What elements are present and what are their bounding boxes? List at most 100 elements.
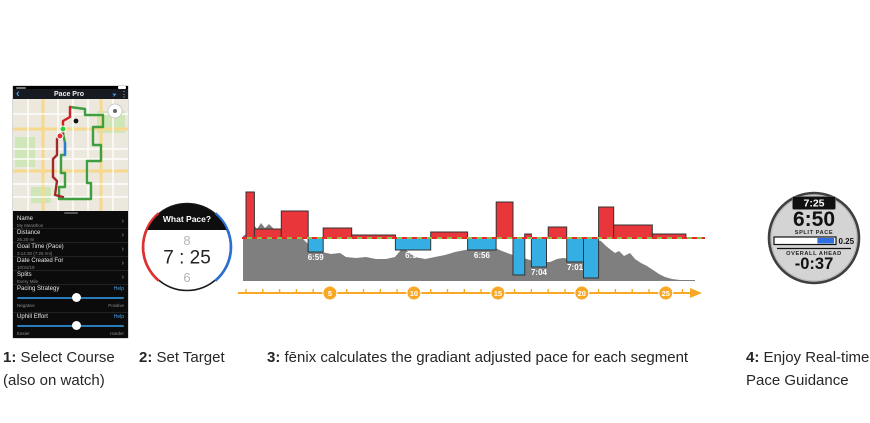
map-pin-marker — [56, 132, 64, 140]
blue-ring-arc — [214, 212, 233, 282]
step-number: 3: — [267, 349, 281, 366]
slider-max-label: Harder — [110, 331, 124, 336]
slider-label: Uphill Effort — [17, 314, 48, 320]
uphill-effort-slider-row: Uphill Effort Help Easier Harder — [13, 313, 128, 338]
caption-step4: 4: Enjoy Real-time Pace Guidance — [746, 349, 870, 389]
faster-pace-segment — [394, 237, 432, 251]
mile-marker-label: 20 — [578, 289, 586, 298]
back-chevron-icon[interactable]: ‹ — [16, 88, 20, 100]
target-pace-watch: What Pace? 8 7 : 25 6 — [141, 202, 233, 292]
segment-pace-label: 6:56 — [474, 251, 491, 260]
slider-thumb[interactable] — [71, 321, 81, 330]
slider-min-label: Negative — [17, 303, 35, 308]
split-distance-value: 0.25 — [839, 237, 855, 246]
uphill-effort-slider[interactable] — [17, 321, 124, 330]
map-start-marker — [59, 125, 67, 133]
slower-pace-segment — [280, 210, 309, 239]
overflow-menu-icon[interactable]: ⋮ — [120, 89, 128, 99]
target-pace-box — [792, 196, 836, 210]
mile-marker-label: 15 — [494, 289, 502, 298]
slider-label: Pacing Strategy — [17, 286, 60, 292]
pace-guidance-watch: 7:25 6:50 SPLIT PACE 0.25 OVERALL AHEAD … — [767, 191, 861, 285]
elevation-profile — [243, 223, 695, 281]
step-number: 2: — [139, 349, 153, 366]
overall-ahead-value: -0:37 — [795, 255, 834, 273]
signal-icon — [16, 86, 26, 89]
step-number: 4: — [746, 349, 760, 366]
mile-marker-circle — [322, 285, 338, 301]
drag-handle[interactable] — [63, 212, 78, 214]
slider-thumb[interactable] — [71, 293, 81, 302]
overall-ahead-label: OVERALL AHEAD — [786, 251, 842, 257]
pace-elevation-chart: 6:59 6:56 6:56 7:04 7:01 5 10 15 20 25 — [238, 178, 718, 313]
slider-min-label: Easier — [17, 331, 30, 336]
slider-max-label: Positive — [108, 303, 124, 308]
split-progress-bar — [773, 236, 837, 246]
slower-pace-segment — [245, 191, 255, 239]
picker-value-below: 6 — [183, 270, 190, 285]
mile-marker-circle — [490, 285, 506, 301]
chevron-right-icon: › — [121, 274, 124, 281]
mile-marker-circle — [574, 285, 590, 301]
battery-icon — [118, 86, 126, 89]
list-item-goal-time[interactable]: Goal Time (Pace) 3:14:30 (7:25 /mi) › — [13, 243, 128, 257]
picker-value-above: 8 — [183, 233, 190, 248]
target-pace-value: 7:25 — [803, 198, 824, 210]
help-link[interactable]: Help — [113, 286, 124, 292]
list-item-distance[interactable]: Distance 26.20 mi › — [13, 229, 128, 243]
page-title: Pace Pro — [54, 90, 84, 98]
segment-pace-label: 6:59 — [308, 253, 325, 262]
picker-value-selected[interactable]: 7 : 25 — [163, 248, 211, 269]
pacepro-settings-list: Name My Marathon › Distance 26.20 mi › G… — [13, 211, 128, 338]
faster-pace-segment — [467, 237, 497, 251]
red-ring-arc — [141, 212, 160, 282]
row-label: Goal Time (Pace) — [17, 243, 64, 250]
current-pace-value: 6:50 — [793, 208, 835, 231]
course-map[interactable] — [13, 99, 128, 211]
chevron-right-icon: › — [121, 246, 124, 253]
row-label: Splits — [17, 271, 32, 278]
chevron-right-icon: › — [121, 260, 124, 267]
row-label: Name — [17, 215, 34, 222]
slower-pace-segment — [253, 228, 282, 239]
faster-pace-segment — [583, 237, 600, 279]
faster-pace-segment — [307, 237, 324, 253]
split-progress-fill — [817, 238, 835, 244]
mile-marker-label: 5 — [328, 289, 332, 298]
map-canvas — [13, 99, 128, 211]
caption-step2: 2: Set Target — [139, 349, 225, 366]
axis-arrowhead — [690, 288, 702, 298]
faster-pace-segment — [512, 237, 526, 276]
chevron-right-icon: › — [121, 232, 124, 239]
pacing-strategy-slider[interactable] — [17, 293, 124, 302]
slower-pace-segment — [598, 206, 615, 239]
caption-step1: 1: Select Course (also on watch) — [3, 349, 115, 389]
list-item-name[interactable]: Name My Marathon › — [13, 215, 128, 229]
row-label: Distance — [17, 229, 41, 236]
segment-pace-label: 6:56 — [405, 251, 422, 260]
split-pace-label: SPLIT PACE — [795, 230, 834, 236]
help-link[interactable]: Help — [113, 314, 124, 320]
slower-pace-segment — [495, 201, 514, 239]
slower-pace-segment — [322, 227, 353, 239]
phone-nav-bar: ‹ Pace Pro ➤ ⋮ — [13, 88, 128, 100]
mile-marker-label: 10 — [410, 289, 418, 298]
row-value: Every Mile — [17, 278, 39, 284]
mile-marker-label: 25 — [662, 289, 670, 298]
watch-prompt: What Pace? — [163, 214, 211, 224]
segment-pace-label: 7:04 — [531, 268, 548, 277]
mile-marker-circle — [406, 285, 422, 301]
step-number: 1: — [3, 349, 17, 366]
list-item-date-created[interactable]: Date Created For 10/31/19 › — [13, 257, 128, 271]
row-label: Date Created For — [17, 257, 64, 264]
row-value: 3:14:30 (7:25 /mi) — [17, 250, 53, 256]
phone-status-bar — [13, 86, 128, 89]
pacing-strategy-slider-row: Pacing Strategy Help Negative Positive — [13, 285, 128, 313]
faster-pace-segment — [566, 237, 585, 263]
list-item-splits[interactable]: Splits Every Mile › — [13, 271, 128, 285]
faster-pace-segment — [530, 237, 547, 268]
slower-pace-segment — [613, 224, 653, 239]
row-value: 10/31/19 — [17, 264, 35, 270]
row-value: 26.20 mi — [17, 236, 35, 242]
